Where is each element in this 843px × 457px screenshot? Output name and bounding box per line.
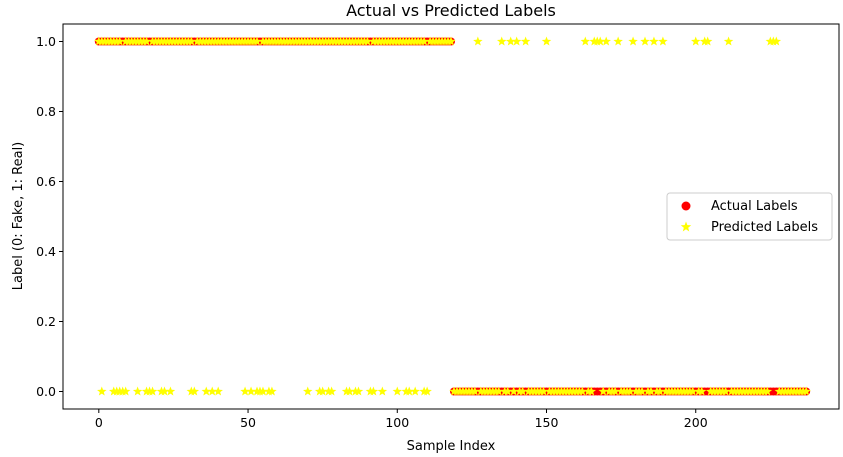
predicted-point: [97, 386, 107, 396]
legend-marker-predicted: [680, 221, 692, 232]
legend-box: [666, 192, 833, 241]
predicted-point: [801, 386, 811, 396]
predicted-point: [640, 36, 650, 46]
predicted-point: [189, 386, 200, 396]
legend-label-predicted: Predicted Labels: [711, 220, 818, 235]
predicted-point: [473, 36, 483, 46]
predicted-point: [517, 386, 528, 396]
predicted-point: [580, 36, 591, 46]
predicted-point: [201, 386, 212, 396]
predicted-point: [646, 386, 656, 396]
y-tick-label: 0.2: [36, 314, 56, 329]
predicted-point: [595, 36, 605, 46]
predicted-point: [494, 386, 504, 396]
y-tick-label: 0.4: [36, 244, 56, 259]
predicted-point: [655, 386, 665, 396]
y-tick-label: 0.8: [36, 104, 56, 119]
predicted-point: [520, 36, 531, 46]
predicted-point: [598, 386, 608, 396]
predicted-point: [326, 386, 337, 396]
predicted-point: [702, 36, 713, 46]
x-tick-label: 200: [684, 415, 708, 430]
predicted-point: [637, 386, 647, 396]
predicted-point: [362, 36, 373, 46]
predicted-point: [302, 386, 313, 396]
x-tick-label: 0: [95, 415, 103, 430]
predicted-point: [446, 36, 456, 46]
predicted-point: [422, 386, 432, 396]
predicted-point: [577, 386, 588, 396]
predicted-point: [392, 386, 403, 396]
predicted-point: [317, 386, 328, 396]
y-tick-label: 1.0: [36, 34, 56, 49]
data-points: [94, 36, 811, 396]
predicted-point: [344, 386, 355, 396]
predicted-point: [165, 386, 176, 396]
predicted-point: [132, 386, 143, 396]
predicted-point: [502, 386, 513, 396]
predicted-point: [696, 386, 707, 396]
predicted-point: [404, 386, 414, 396]
chart-title: Actual vs Predicted Labels: [346, 1, 556, 20]
predicted-point: [505, 36, 516, 46]
predicted-point: [688, 386, 698, 396]
plot-frame: [62, 23, 840, 410]
predicted-point: [658, 36, 668, 46]
predicted-legend-marker: [680, 221, 692, 232]
predicted-point: [538, 386, 549, 396]
predicted-point: [508, 386, 519, 396]
predicted-point: [120, 386, 131, 396]
predicted-point: [207, 386, 217, 396]
predicted-point: [762, 386, 773, 396]
predicted-point: [368, 386, 379, 396]
x-tick-label: 150: [535, 415, 559, 430]
predicted-point: [419, 36, 429, 46]
predicted-point: [353, 386, 364, 396]
predicted-point: [601, 36, 611, 46]
legend-label-actual: Actual Labels: [711, 199, 798, 214]
predicted-point: [690, 36, 701, 46]
predicted-point: [511, 36, 522, 46]
y-tick-label: 0.0: [36, 384, 56, 399]
predicted-point: [771, 36, 782, 46]
predicted-point: [649, 36, 659, 46]
predicted-point: [377, 386, 388, 396]
predicted-point: [213, 386, 223, 396]
predicted-point: [252, 36, 262, 46]
predicted-point: [410, 386, 420, 396]
predicted-point: [625, 386, 635, 396]
actual-legend-marker: [681, 201, 691, 211]
y-axis-label: Label (0: Fake, 1: Real): [11, 142, 26, 291]
x-tick-label: 100: [385, 415, 409, 430]
predicted-point: [141, 36, 152, 46]
predicted-point: [258, 386, 268, 396]
predicted-point: [267, 386, 277, 396]
predicted-point: [147, 386, 158, 396]
legend: Actual Labels Predicted Labels: [666, 192, 833, 241]
predicted-point: [159, 386, 170, 396]
x-axis: 0 50 100 150 200: [95, 409, 708, 430]
predicted-point: [610, 386, 620, 396]
x-axis-label: Sample Index: [407, 439, 496, 454]
predicted-point: [586, 386, 597, 396]
x-tick-label: 50: [240, 415, 256, 430]
y-tick-label: 0.6: [36, 174, 56, 189]
predicted-point: [186, 36, 197, 46]
predicted-point: [470, 386, 480, 396]
predicted-point: [541, 36, 552, 46]
predicted-point: [240, 386, 250, 396]
predicted-point: [496, 36, 507, 46]
predicted-point: [723, 36, 734, 46]
predicted-point: [720, 386, 731, 396]
predicted-point: [613, 36, 623, 46]
y-axis: 0.0 0.2 0.4 0.6 0.8 1.0: [36, 34, 63, 399]
legend-marker-actual: [681, 201, 691, 211]
predicted-point: [114, 36, 125, 46]
predicted-point: [246, 386, 256, 396]
predicted-point: [628, 36, 638, 46]
